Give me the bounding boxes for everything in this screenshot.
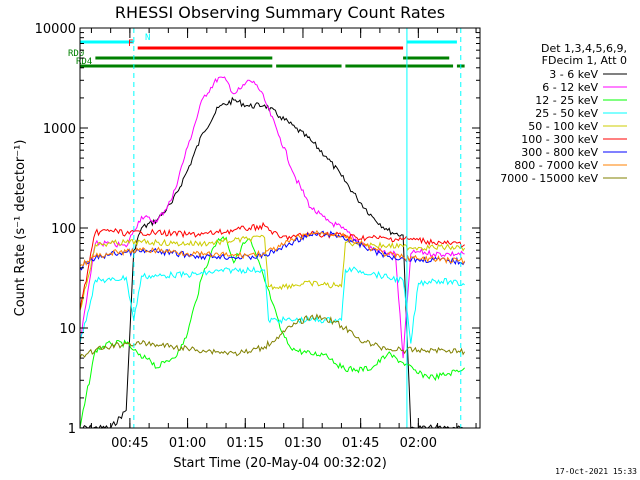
x-axis-ticks: 00:45 01:00 01:15 01:30 01:45 02:00 bbox=[90, 28, 477, 451]
y-tick-label: 1 bbox=[68, 422, 76, 437]
series-line-800-7000-kev bbox=[79, 229, 466, 267]
x-tick-label: 01:00 bbox=[169, 436, 206, 451]
series-line-100-300-kev bbox=[79, 221, 465, 311]
series-line-3-6-kev bbox=[79, 96, 465, 429]
y-tick-label: 10 bbox=[59, 322, 76, 337]
x-tick-label: 01:30 bbox=[284, 436, 321, 451]
series-lines bbox=[79, 76, 466, 429]
attenuator-lines bbox=[133, 28, 462, 428]
legend-label-800-7000-kev: 800 - 7000 keV bbox=[514, 159, 598, 172]
y-axis-label: Count Rate (s⁻¹ detector⁻¹) bbox=[13, 140, 28, 317]
x-tick-label: 01:45 bbox=[342, 436, 379, 451]
footer-timestamp: 17-Oct-2021 15:33 bbox=[555, 467, 637, 476]
flag-label-n: N bbox=[145, 33, 150, 43]
legend: Det 1,3,4,5,6,9,FDecim 1, Att 03 - 6 keV… bbox=[500, 42, 627, 185]
legend-header: Det 1,3,4,5,6,9, bbox=[541, 42, 627, 55]
legend-label-3-6-kev: 3 - 6 keV bbox=[549, 68, 598, 81]
legend-label-7000-15000-kev: 7000 - 15000 keV bbox=[500, 172, 598, 185]
legend-header: FDecim 1, Att 0 bbox=[542, 54, 627, 67]
y-tick-label: 100 bbox=[51, 222, 76, 237]
legend-label-6-12-kev: 6 - 12 keV bbox=[542, 81, 598, 94]
series-line-7000-15000-kev bbox=[79, 313, 466, 359]
y-tick-label: 10000 bbox=[35, 22, 76, 37]
x-tick-label: 01:15 bbox=[227, 436, 264, 451]
legend-label-300-800-kev: 300 - 800 keV bbox=[521, 146, 598, 159]
x-tick-label: 02:00 bbox=[400, 436, 437, 451]
series-line-25-50-kev bbox=[79, 265, 465, 344]
series-line-50-100-kev bbox=[79, 234, 466, 311]
y-tick-label: 1000 bbox=[43, 122, 76, 137]
x-axis-label: Start Time (20-May-04 00:32:02) bbox=[173, 456, 387, 471]
plot-frame bbox=[79, 27, 481, 429]
legend-label-50-100-kev: 50 - 100 keV bbox=[528, 120, 598, 133]
series-line-6-12-kev bbox=[79, 76, 465, 359]
series-line-12-25-kev bbox=[79, 236, 465, 429]
flag-label-rd0: RD0 bbox=[68, 49, 84, 59]
legend-label-25-50-kev: 25 - 50 keV bbox=[535, 107, 598, 120]
chart-title: RHESSI Observing Summary Count Rates bbox=[115, 3, 445, 22]
y-axis-ticks: 1 10 100 1000 10000 bbox=[35, 22, 480, 437]
legend-label-100-300-kev: 100 - 300 keV bbox=[521, 133, 598, 146]
legend-label-12-25-kev: 12 - 25 keV bbox=[535, 94, 598, 107]
flag-label-rd4: RD4 bbox=[76, 57, 92, 67]
x-tick-label: 00:45 bbox=[111, 436, 148, 451]
series-line-300-800-kev bbox=[79, 230, 466, 271]
flag-label-f: F bbox=[128, 39, 133, 49]
